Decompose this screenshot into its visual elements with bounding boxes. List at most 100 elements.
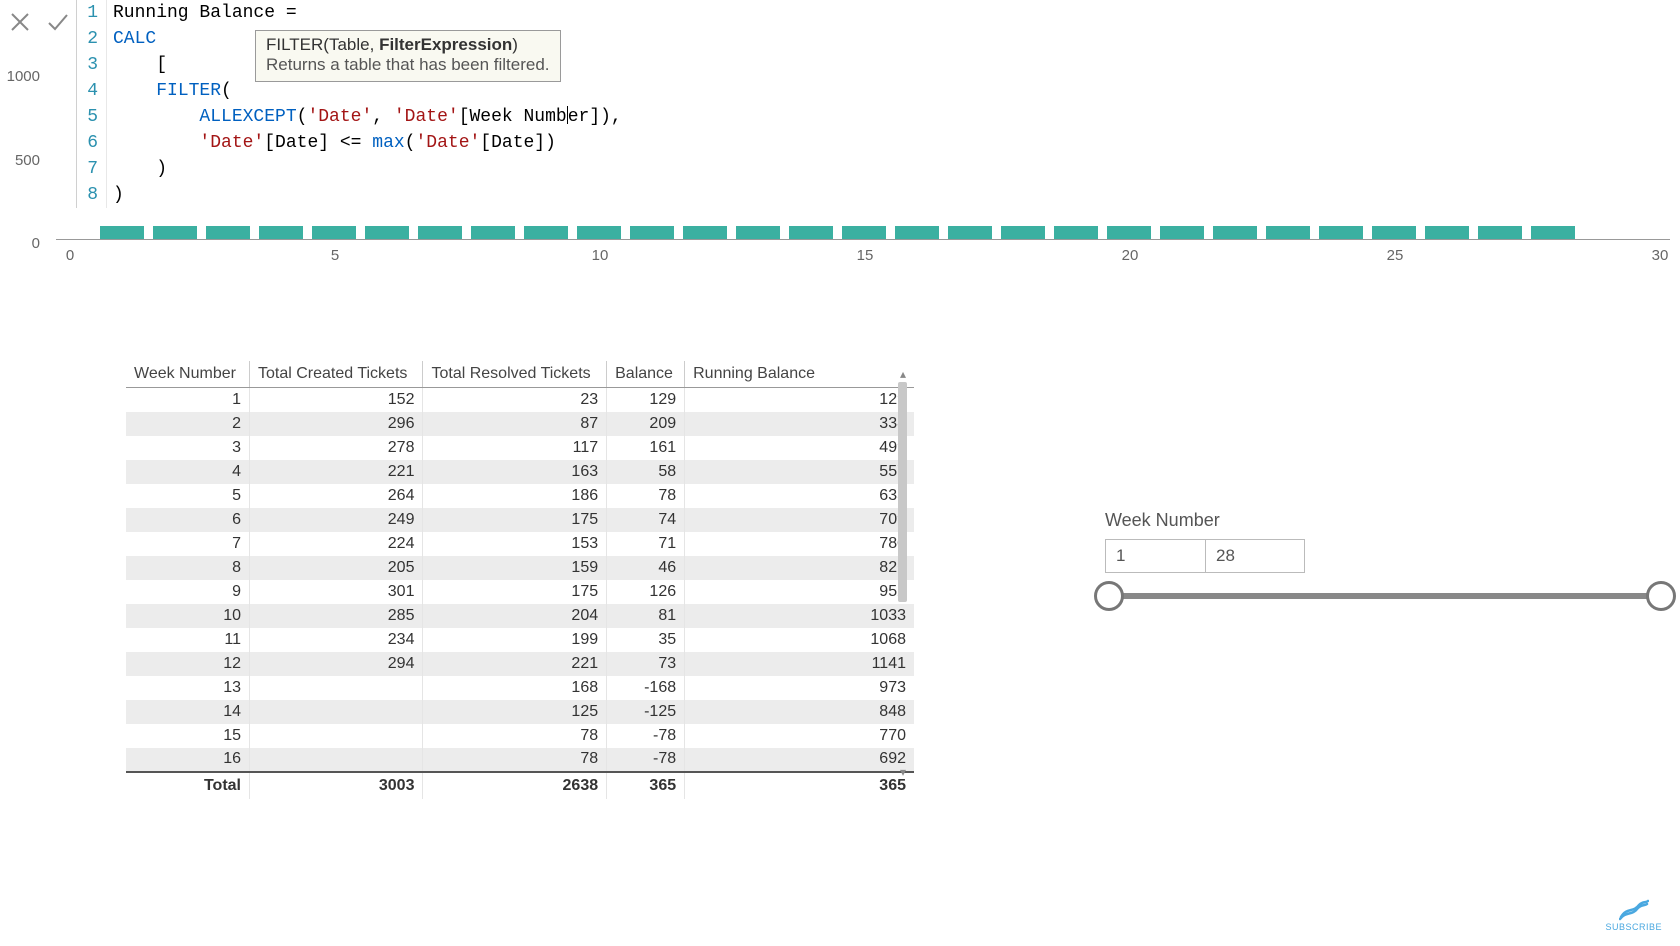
table-row[interactable]: 526418678635 [126,484,914,508]
table-cell: 204 [423,604,607,628]
chart-bar[interactable] [1160,226,1204,240]
chart-bar[interactable] [895,226,939,240]
chart-bar[interactable] [1054,226,1098,240]
chart-bar[interactable] [948,226,992,240]
chart-bar[interactable] [1478,226,1522,240]
chart-bar[interactable] [736,226,780,240]
table-cell: 249 [250,508,423,532]
chart-bar[interactable] [100,226,144,240]
chart-bar[interactable] [683,226,727,240]
chart-bar[interactable] [471,226,515,240]
scroll-up-icon[interactable]: ▴ [895,368,911,380]
table-cell: 14 [126,700,250,724]
total-label: Total [126,772,250,799]
table-row[interactable]: 722415371780 [126,532,914,556]
slider-handle-max[interactable] [1646,581,1676,611]
table-cell: 1068 [685,628,914,652]
y-axis-label: 0 [0,235,40,252]
table-row[interactable]: 10285204811033 [126,604,914,628]
scroll-thumb[interactable] [898,382,907,602]
data-table[interactable]: Week NumberTotal Created TicketsTotal Re… [125,360,915,800]
table-cell: 4 [126,460,250,484]
table-row[interactable]: 820515946826 [126,556,914,580]
table-cell: 74 [607,508,685,532]
chart-bar[interactable] [1266,226,1310,240]
chart-bar[interactable] [524,226,568,240]
table-cell [250,724,423,748]
column-header[interactable]: Total Resolved Tickets [423,361,607,388]
column-header[interactable]: Balance [607,361,685,388]
code-content: CALC [107,26,156,52]
editor-line: 7 ) [77,156,1680,182]
chart-bar[interactable] [153,226,197,240]
chart-bar[interactable] [1001,226,1045,240]
chart-bar[interactable] [1531,226,1575,240]
table-cell: 1141 [685,652,914,676]
logo-text: SUBSCRIBE [1605,922,1662,932]
table-cell: -78 [607,748,685,772]
chart-bar[interactable] [1425,226,1469,240]
tooltip-sig-post: ) [512,35,518,54]
chart-bar[interactable] [418,226,462,240]
chart-bar[interactable] [365,226,409,240]
table-row[interactable]: 624917574709 [126,508,914,532]
table-cell: 13 [126,676,250,700]
table-cell: 161 [607,436,685,460]
total-cell: 365 [685,772,914,799]
chart-bar[interactable] [789,226,833,240]
table-cell: 770 [685,724,914,748]
table-row[interactable]: 14125-125848 [126,700,914,724]
line-number: 8 [77,182,107,208]
code-content: 'Date'[Date] <= max('Date'[Date]) [107,130,556,156]
table-scrollbar[interactable]: ▴ ▾ [895,368,911,778]
code-content: ALLEXCEPT('Date', 'Date'[Week Number]), [107,104,622,130]
table-row[interactable]: 422116358557 [126,460,914,484]
chart-bar[interactable] [206,226,250,240]
chart-bar[interactable] [1213,226,1257,240]
table-cell: 78 [607,484,685,508]
column-header[interactable]: Week Number [126,361,250,388]
table-row[interactable]: 229687209338 [126,412,914,436]
editor-line: 6 'Date'[Date] <= max('Date'[Date]) [77,130,1680,156]
table-row[interactable]: 12294221731141 [126,652,914,676]
slider-track[interactable] [1109,593,1661,599]
chart-bar[interactable] [312,226,356,240]
dax-editor[interactable]: FILTER(Table, FilterExpression) Returns … [76,0,1680,208]
table-row[interactable]: 13168-168973 [126,676,914,700]
chart-bar[interactable] [577,226,621,240]
table-cell: 557 [685,460,914,484]
x-axis-label: 5 [331,247,339,264]
table-row[interactable]: 1678-78692 [126,748,914,772]
scroll-down-icon[interactable]: ▾ [895,766,911,778]
table-cell: 71 [607,532,685,556]
chart-bar[interactable] [630,226,674,240]
week-number-slicer[interactable]: Week Number 1 28 [1105,510,1665,599]
commit-icon[interactable] [46,10,70,37]
table-cell: 278 [250,436,423,460]
cancel-icon[interactable] [8,10,32,37]
table-cell: -78 [607,724,685,748]
slicer-max-input[interactable]: 28 [1205,539,1305,573]
table-row[interactable]: 3278117161499 [126,436,914,460]
slicer-min-input[interactable]: 1 [1105,539,1205,573]
table-cell: 12 [126,652,250,676]
table-cell: 221 [423,652,607,676]
table-row[interactable]: 1578-78770 [126,724,914,748]
chart-bar[interactable] [1319,226,1363,240]
table-row[interactable]: 9301175126952 [126,580,914,604]
table-row[interactable]: 11234199351068 [126,628,914,652]
chart-bar[interactable] [259,226,303,240]
chart-bar[interactable] [842,226,886,240]
table-cell: 175 [423,508,607,532]
chart-bar[interactable] [1107,226,1151,240]
slider-handle-min[interactable] [1094,581,1124,611]
chart-bar[interactable] [1372,226,1416,240]
table-cell: 11 [126,628,250,652]
table-cell [250,700,423,724]
column-header[interactable]: Running Balance [685,361,914,388]
code-content: Running Balance = [107,0,297,26]
table-cell: 7 [126,532,250,556]
table-row[interactable]: 115223129129 [126,388,914,412]
total-cell: 3003 [250,772,423,799]
column-header[interactable]: Total Created Tickets [250,361,423,388]
